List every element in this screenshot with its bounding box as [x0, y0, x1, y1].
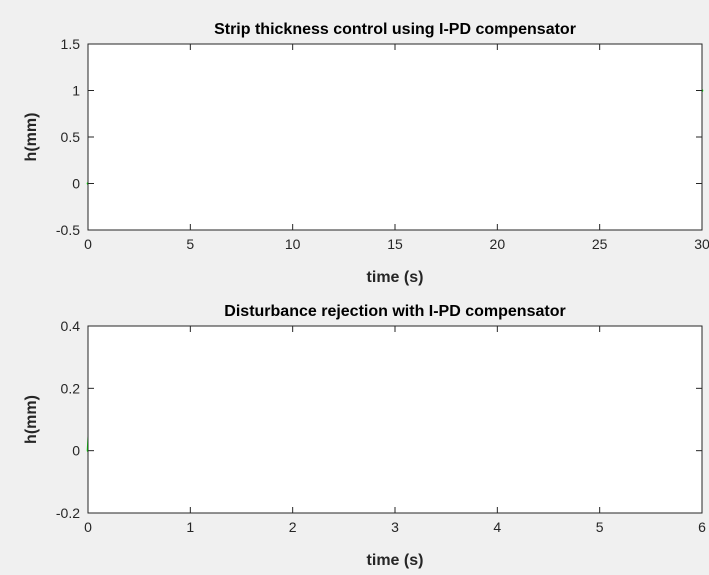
y-tick-label: 0.5: [61, 129, 81, 145]
y-tick-label: 1.5: [61, 36, 81, 52]
x-tick-label: 0: [84, 236, 92, 252]
x-tick-label: 6: [698, 519, 706, 535]
y-tick-label: -0.2: [56, 505, 80, 521]
axes-frame: [87, 325, 703, 514]
y-tick-label: 1: [72, 83, 80, 99]
y-tick-label: 0.4: [61, 318, 81, 334]
y-axis-label: h(mm): [23, 395, 40, 444]
x-tick-label: 1: [186, 519, 194, 535]
y-tick-label: 0.2: [61, 380, 81, 396]
x-tick-label: 5: [186, 236, 194, 252]
x-tick-label: 25: [592, 236, 608, 252]
y-tick-label: -0.5: [56, 222, 80, 238]
x-tick-label: 2: [289, 519, 297, 535]
y-axis-label: h(mm): [23, 113, 40, 162]
axes-frame: [87, 43, 703, 231]
y-tick-label: 0: [72, 443, 80, 459]
x-axis-label: time (s): [367, 552, 424, 569]
x-tick-label: 20: [490, 236, 506, 252]
x-tick-label: 4: [493, 519, 501, 535]
y-tick-label: 0: [72, 176, 80, 192]
x-tick-label: 5: [596, 519, 604, 535]
x-tick-label: 0: [84, 519, 92, 535]
x-tick-label: 30: [694, 236, 709, 252]
x-tick-label: 3: [391, 519, 399, 535]
x-tick-label: 10: [285, 236, 301, 252]
x-axis-label: time (s): [367, 269, 424, 286]
chart-title: Strip thickness control using I-PD compe…: [214, 21, 576, 38]
chart-title: Disturbance rejection with I-PD compensa…: [224, 303, 565, 320]
x-tick-label: 15: [387, 236, 403, 252]
